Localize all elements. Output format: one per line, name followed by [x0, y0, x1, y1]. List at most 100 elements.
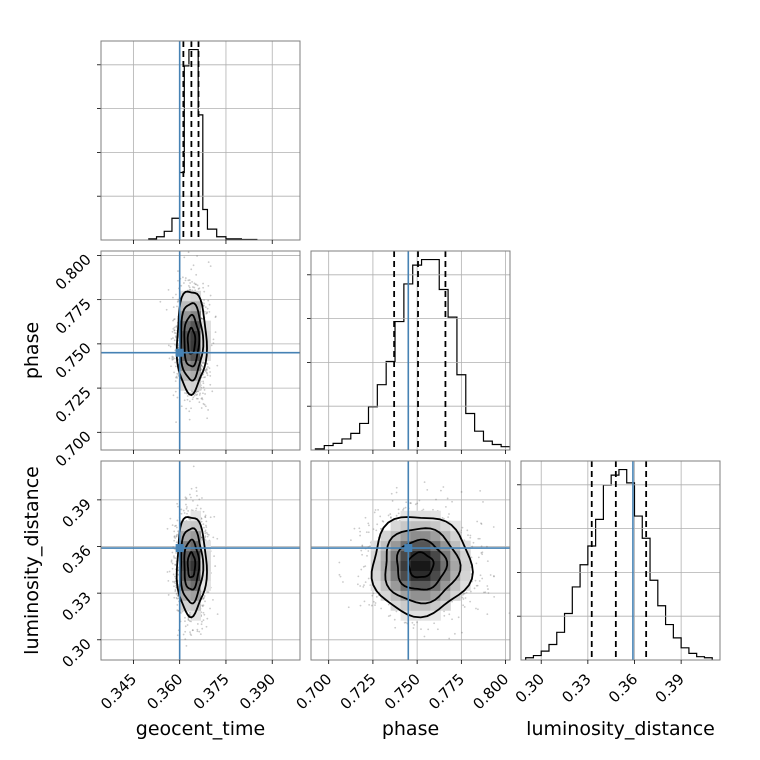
- sample-point: [167, 594, 170, 596]
- sample-point: [191, 629, 194, 632]
- density-cell: [390, 600, 402, 611]
- panel-luminosity_distance-vs-geocent_time: [97, 460, 301, 664]
- sample-point: [172, 337, 174, 339]
- panel-content: [101, 251, 300, 450]
- sample-point: [174, 563, 177, 566]
- sample-point: [216, 613, 219, 616]
- sample-point: [205, 625, 208, 628]
- panel-content: [101, 461, 300, 660]
- sample-point: [172, 573, 175, 576]
- sample-point: [173, 596, 176, 599]
- sample-point: [184, 620, 186, 623]
- sample-point: [192, 286, 194, 288]
- sample-point: [177, 569, 180, 572]
- sample-point: [204, 514, 207, 517]
- sample-point: [165, 308, 168, 311]
- density-cell: [370, 580, 382, 591]
- sample-point: [192, 499, 194, 502]
- sample-point: [204, 369, 206, 371]
- density-cell: [180, 550, 192, 561]
- sample-point: [402, 509, 404, 511]
- sample-point: [204, 530, 207, 533]
- sample-point: [200, 368, 203, 371]
- sample-point: [183, 399, 186, 402]
- sample-point: [443, 517, 445, 520]
- sample-point: [212, 338, 215, 341]
- sample-point: [443, 610, 445, 613]
- sample-point: [356, 583, 359, 586]
- density-cell: [190, 340, 201, 351]
- sample-point: [472, 541, 475, 544]
- sample-point: [482, 501, 484, 503]
- sample-point: [443, 614, 446, 617]
- sample-point: [182, 509, 185, 512]
- sample-point: [173, 357, 176, 360]
- sample-point: [350, 539, 352, 542]
- sample-point: [198, 630, 201, 633]
- sample-point: [176, 372, 179, 375]
- sample-point: [176, 594, 179, 597]
- sample-point: [212, 342, 215, 345]
- density-cell: [410, 510, 421, 522]
- density-cell: [420, 590, 431, 601]
- sample-point: [189, 392, 192, 395]
- sample-point: [436, 628, 439, 631]
- sample-point: [180, 612, 182, 614]
- sample-point: [173, 536, 176, 538]
- sample-point: [175, 552, 177, 554]
- density-cell: [420, 520, 431, 532]
- panel-frame: [310, 250, 511, 451]
- ytick-label-phase: 0.725: [52, 383, 95, 426]
- contour-level-1: [183, 314, 201, 368]
- sample-point: [184, 630, 187, 633]
- sample-point: [195, 490, 198, 492]
- sample-point: [203, 310, 206, 313]
- contour-level-2: [384, 527, 462, 605]
- sample-point: [414, 503, 417, 506]
- density-cell: [180, 380, 192, 391]
- xtick-label-phase: 0.775: [425, 670, 468, 713]
- sample-point: [173, 556, 176, 559]
- sample-point: [473, 587, 476, 590]
- sample-point: [174, 580, 177, 583]
- sample-point: [470, 556, 473, 559]
- xtick-label-luminosity_distance: 0.30: [512, 670, 548, 706]
- sample-point: [175, 526, 178, 529]
- panel-luminosity_distance-vs-luminosity_distance: [517, 460, 721, 664]
- sample-point: [172, 318, 175, 321]
- sample-point: [184, 616, 186, 619]
- sample-point: [173, 339, 176, 342]
- sample-point: [183, 282, 185, 284]
- sample-point: [387, 514, 390, 517]
- sample-point: [170, 338, 173, 340]
- sample-point: [363, 600, 366, 603]
- sample-point: [176, 300, 179, 303]
- sample-point: [207, 534, 210, 536]
- sample-point: [198, 401, 201, 404]
- sample-point: [372, 600, 375, 603]
- sample-point: [201, 397, 203, 399]
- density-cell: [450, 540, 461, 552]
- density-cell: [390, 570, 402, 581]
- sample-point: [361, 545, 364, 548]
- sample-point: [358, 527, 361, 530]
- sample-point: [395, 610, 398, 613]
- sample-point: [493, 575, 495, 578]
- sample-point: [204, 515, 207, 518]
- sample-point: [442, 486, 445, 488]
- sample-point: [167, 344, 170, 347]
- sample-point: [367, 577, 370, 580]
- sample-point: [196, 623, 199, 625]
- sample-point: [171, 567, 174, 570]
- sample-point: [207, 284, 210, 287]
- xaxis-label-luminosity_distance: luminosity_distance: [526, 718, 715, 740]
- sample-point: [481, 577, 484, 580]
- density-cell: [200, 570, 211, 581]
- sample-point: [367, 522, 370, 525]
- sample-point: [493, 575, 495, 577]
- sample-point: [201, 398, 204, 401]
- sample-point: [175, 535, 178, 538]
- sample-point: [203, 290, 206, 293]
- sample-point: [403, 621, 406, 624]
- sample-point: [416, 502, 419, 505]
